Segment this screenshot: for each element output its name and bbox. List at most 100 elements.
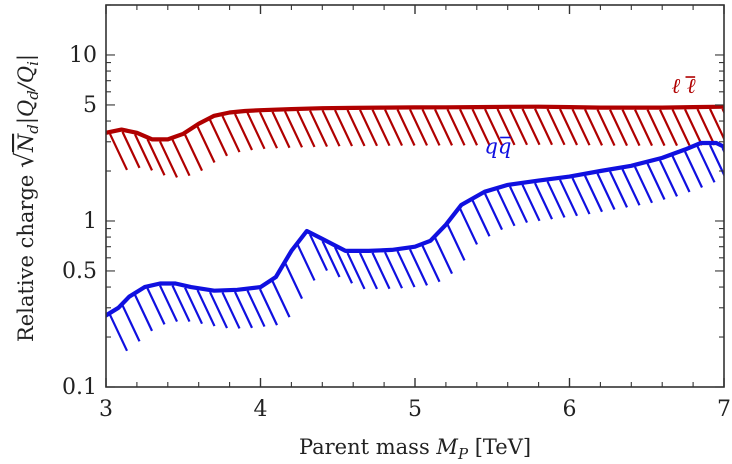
label-layer: ℓ ℓ qq: [485, 74, 696, 158]
series-1-hatch-mark: [171, 139, 191, 177]
series-2-hatch-mark: [409, 248, 428, 286]
x-tick-label: 4: [254, 397, 268, 422]
series-2-hatch-mark: [121, 304, 141, 342]
series-1-hatch-mark: [671, 108, 691, 146]
x-tick-label: 6: [563, 397, 577, 422]
series-2-hatch-mark: [384, 251, 403, 289]
series-1-hatch-mark: [359, 109, 378, 147]
series-2-hatch-mark: [109, 314, 128, 352]
series-2-hatch-mark: [571, 177, 591, 215]
series-1-hatch-mark: [284, 110, 303, 148]
series-2-hatch-mark: [334, 246, 353, 284]
y-tick-label: 1: [83, 209, 97, 234]
series-1-hatch-mark: [396, 109, 416, 146]
series-1-hatch-mark: [409, 108, 428, 146]
series-2-hatch-mark: [684, 151, 703, 188]
series-2-line: [106, 140, 724, 318]
series-2-hatch-mark: [209, 291, 228, 329]
series-2-hatch-mark: [471, 199, 491, 237]
series-1-hatch-mark: [196, 126, 216, 163]
series-1-hatch-mark: [534, 108, 553, 146]
series-1-hatch-mark: [484, 108, 503, 146]
series-2-hatch-mark: [546, 180, 566, 218]
series-1-hatch-mark: [134, 133, 153, 171]
tick-layer: 3 4 5 6 7 0.1 0.5 1 5 10: [62, 4, 731, 422]
series-2-hatch-mark: [521, 184, 541, 222]
y-axis-title: Relative charge √Nd|Qd/Qi|: [10, 54, 42, 342]
series-2-hatch-mark: [671, 155, 691, 193]
series-1-hatch-mark: [659, 109, 678, 147]
series-2-hatch-mark: [509, 186, 528, 224]
series-2-label: qq: [485, 134, 512, 158]
series-1-hatch-mark: [371, 109, 391, 147]
x-tick-label: 5: [408, 397, 422, 422]
series-1-hatch-mark: [434, 108, 453, 146]
series-1-hatch-mark: [309, 110, 328, 148]
series-1-hatch-mark: [609, 109, 628, 147]
series-2-hatch-mark: [346, 252, 366, 290]
series-1-hatch-mark: [421, 108, 441, 146]
series-1-hatch-mark: [696, 108, 716, 146]
series-2-hatch-mark: [696, 145, 716, 183]
series-2-hatch-mark: [559, 179, 578, 217]
series-2-hatch-mark: [184, 287, 203, 325]
series-2-hatch-mark: [421, 245, 441, 283]
y-tick-label: 5: [83, 93, 97, 118]
series-1-hatch-mark: [221, 115, 241, 153]
series-2-hatch-mark: [284, 262, 303, 300]
series-1-hatch-mark: [296, 110, 316, 148]
series-1-hatch-mark: [259, 111, 278, 149]
series-1-hatch-mark: [384, 109, 403, 147]
series-1-hatch-mark: [546, 108, 566, 146]
series-1-hatch-mark: [446, 108, 466, 146]
series-2-hatch-mark: [359, 252, 378, 290]
plot-frame: [105, 4, 725, 388]
series-1-hatch-mark: [321, 109, 341, 147]
series-1-hatch-mark: [184, 134, 203, 172]
series-1-hatch-mark: [559, 108, 578, 146]
series-2-hatch-mark: [584, 175, 603, 213]
series-1-hatching: [109, 108, 724, 178]
series-2-hatch-mark: [234, 291, 253, 329]
series-1-hatch-mark: [509, 108, 528, 146]
series-1-hatch-mark: [159, 140, 178, 178]
series-2-hatch-mark: [709, 144, 724, 178]
series-1-hatch-mark: [271, 111, 291, 149]
series-2-hatch-mark: [646, 163, 666, 201]
series-2-hatch-mark: [484, 193, 503, 231]
series-2-hatch-mark: [321, 240, 341, 278]
series-1-hatch-mark: [584, 108, 603, 146]
series-2-hatch-mark: [196, 289, 216, 327]
series-1-hatch-mark: [334, 109, 353, 147]
series-1-hatch-mark: [471, 108, 491, 146]
y-tick-label: 10: [69, 43, 97, 68]
series-1-line: [106, 104, 724, 142]
series-1-hatch-mark: [646, 109, 666, 147]
series-1-hatch-mark: [121, 131, 141, 169]
series-2-hatch-mark: [659, 159, 678, 197]
series-1-hatch-mark: [109, 133, 128, 171]
series-1-hatch-mark: [209, 119, 228, 157]
hatch-layer: [109, 108, 724, 352]
series-1-hatch-mark: [571, 108, 591, 146]
series-1-hatch-mark: [634, 109, 653, 147]
series-2-hatch-mark: [246, 290, 266, 328]
series-1-label: ℓ ℓ: [671, 74, 695, 98]
series-2-hatch-mark: [396, 250, 416, 288]
series-2-hatch-mark: [146, 287, 166, 325]
series-2-hatch-mark: [159, 285, 178, 323]
series-2-hatch-mark: [596, 173, 616, 210]
y-tick-label: 0.5: [62, 259, 97, 284]
series-1-hatch-mark: [684, 108, 703, 146]
series-1-hatch-mark: [246, 112, 266, 150]
series-2-hatch-mark: [371, 252, 391, 290]
series-2-hatch-mark: [496, 189, 516, 227]
series-layer: [106, 104, 724, 318]
x-axis-title: Parent mass MP [TeV]: [299, 435, 531, 463]
series-2-hatch-mark: [634, 166, 653, 204]
x-tick-label: 7: [717, 397, 731, 422]
series-1-hatch-mark: [459, 108, 478, 146]
series-2-hatch-mark: [446, 223, 466, 261]
series-2-hatch-mark: [259, 288, 278, 326]
